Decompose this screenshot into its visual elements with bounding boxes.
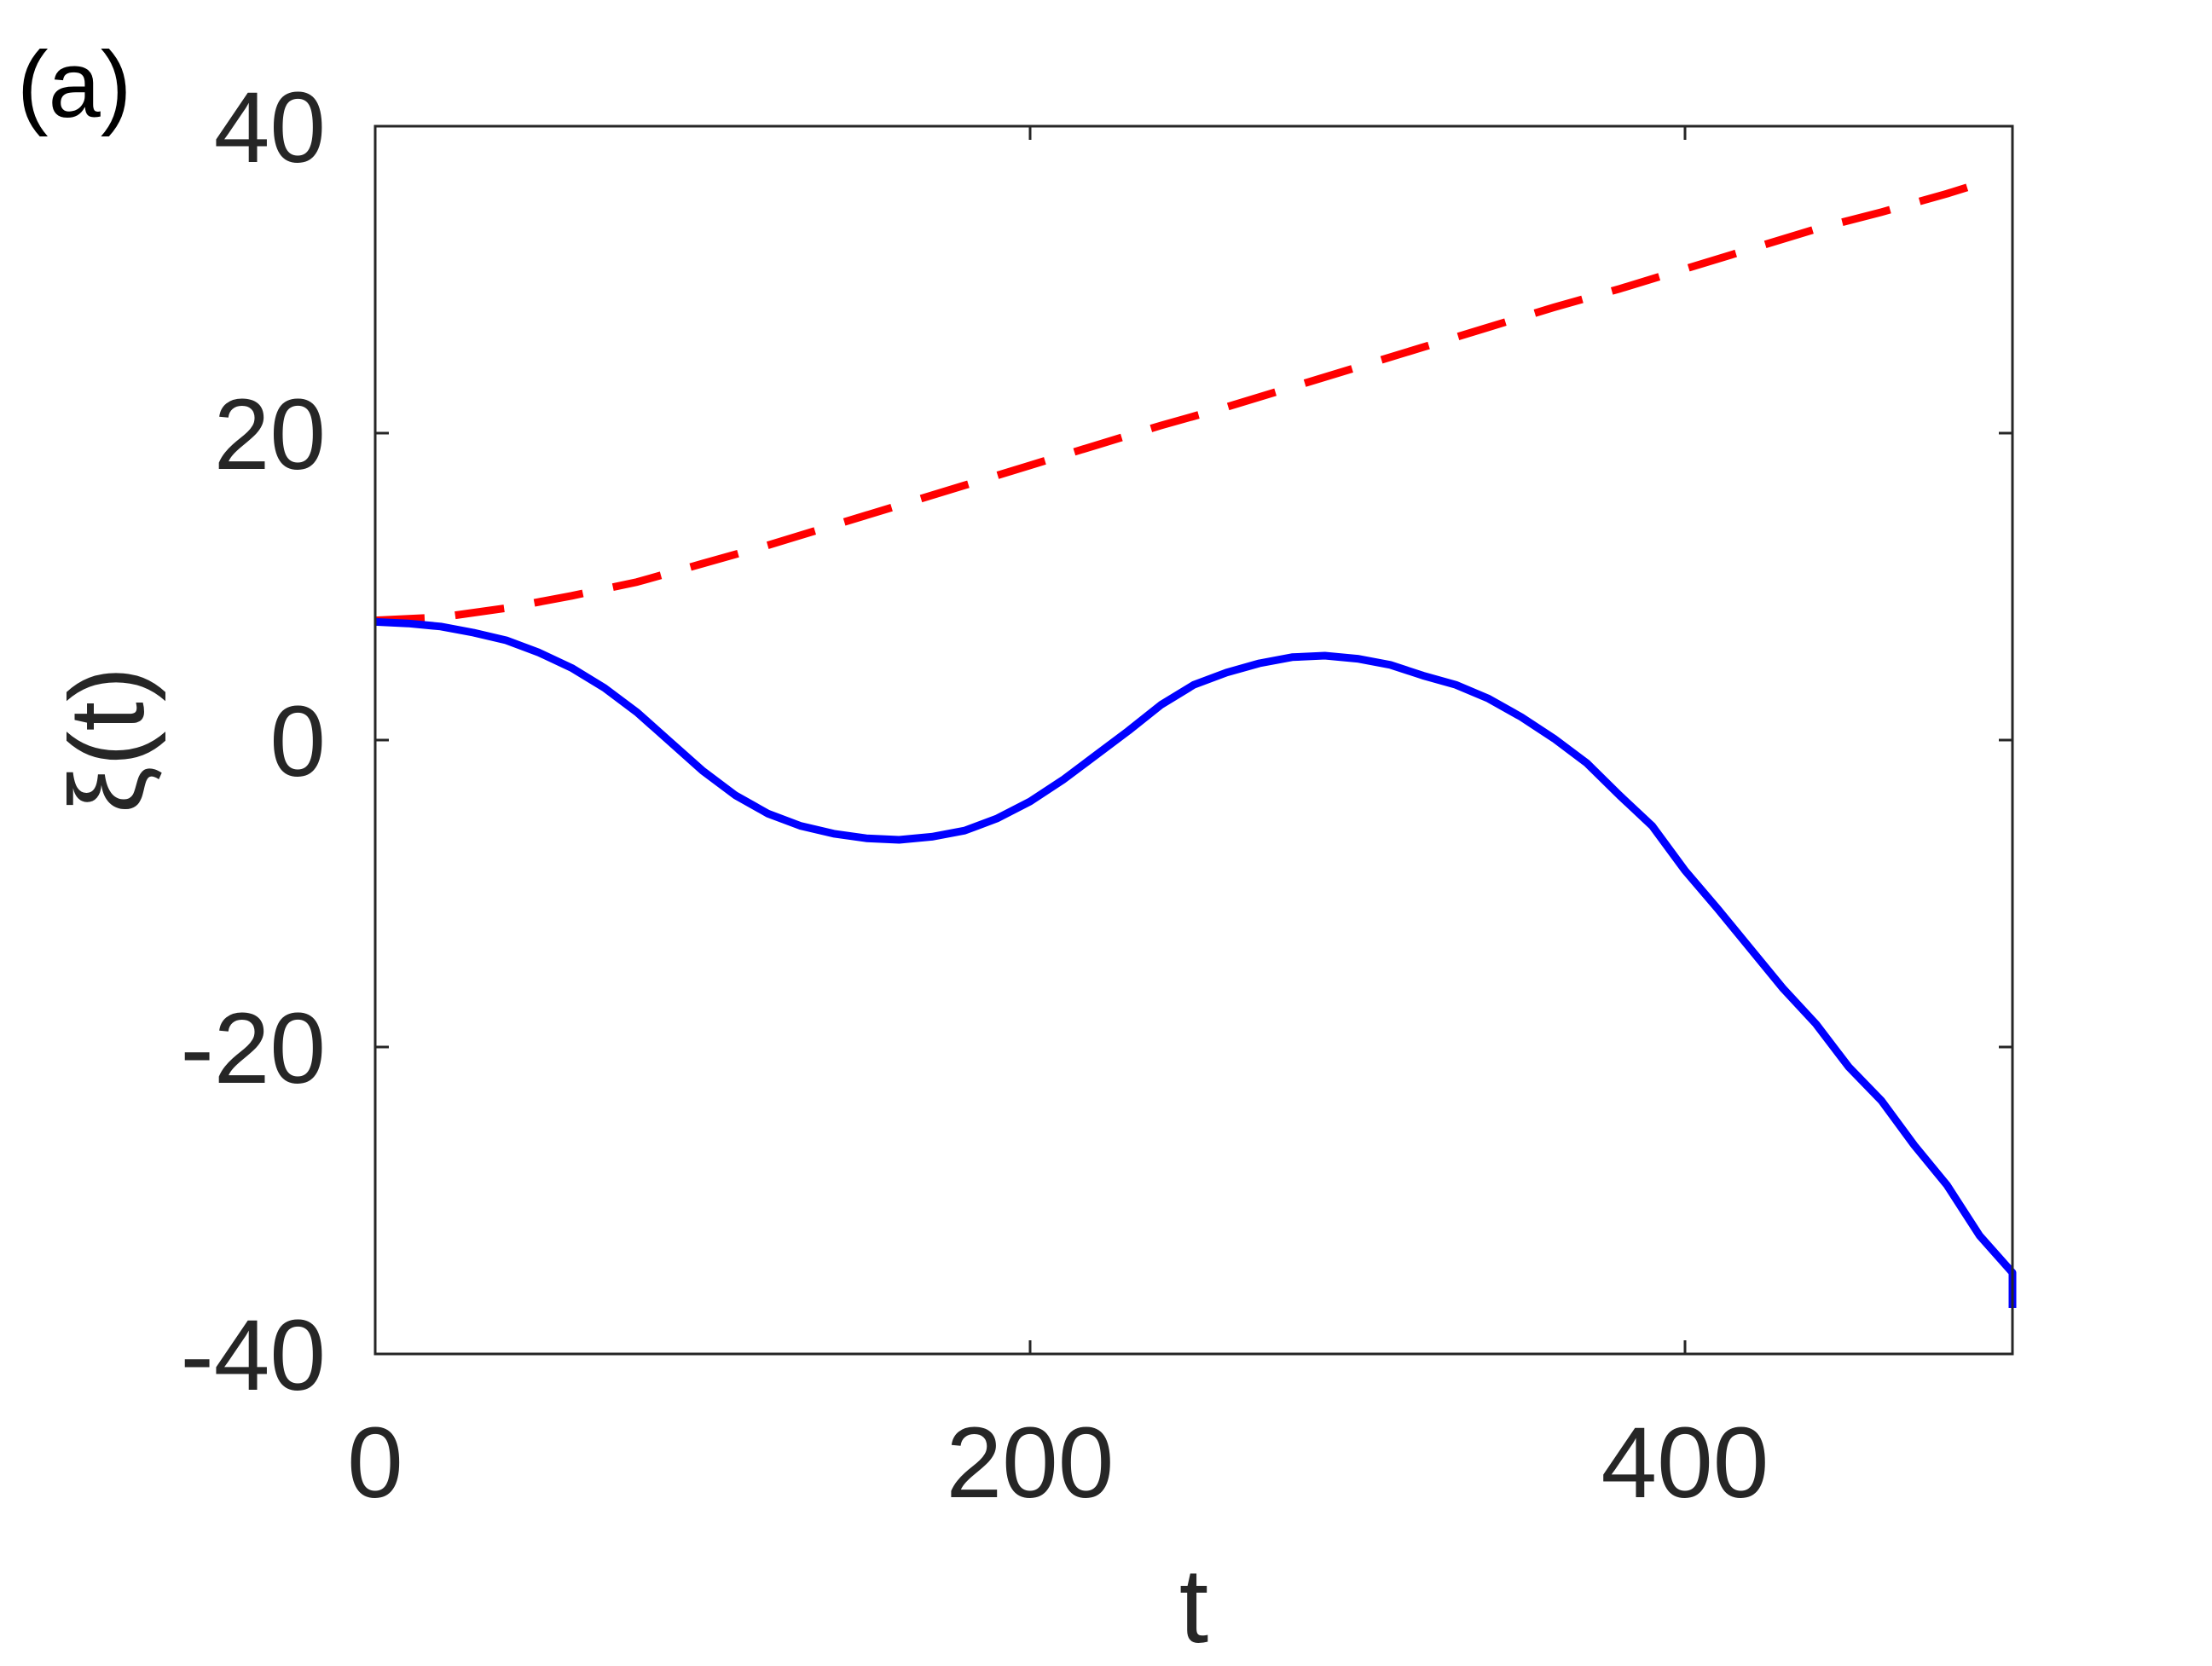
x-axis-label: t (1179, 1547, 1208, 1665)
y-tick-label: 0 (269, 685, 326, 798)
y-tick-label: 40 (214, 72, 326, 184)
x-tick-label: 0 (347, 1407, 403, 1519)
y-axis-label: ξ(t) (49, 667, 166, 814)
x-tick-label: 200 (947, 1407, 1115, 1519)
series-line-solid (374, 617, 2017, 1308)
y-tick-label: -40 (180, 1299, 326, 1412)
series-layer (374, 174, 2017, 1308)
y-tick-label: -20 (180, 992, 326, 1105)
series-line-dashed (374, 174, 1998, 625)
y-tick-label: 20 (214, 379, 326, 491)
plot-area-frame (373, 124, 2014, 1356)
panel-label: (a) (17, 32, 131, 137)
x-tick-label: 400 (1601, 1407, 1769, 1519)
